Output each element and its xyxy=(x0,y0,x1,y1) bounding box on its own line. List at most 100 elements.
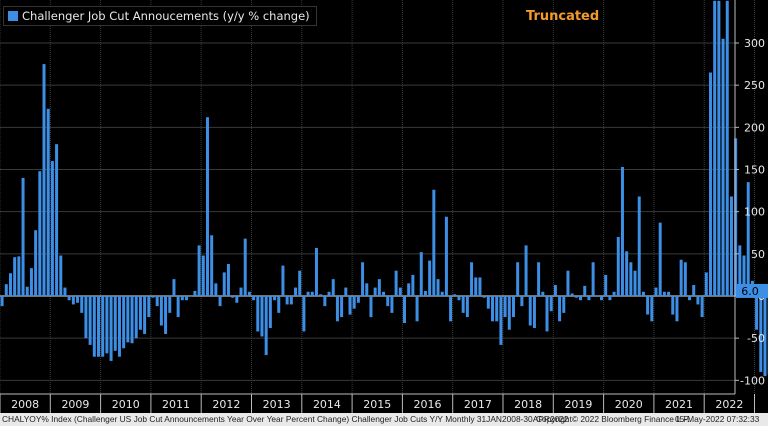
legend-label: Challenger Job Cut Annoucements (y/y % c… xyxy=(22,9,310,23)
bar xyxy=(403,296,406,323)
y-tick-label: 200 xyxy=(744,121,765,134)
bar xyxy=(440,291,444,296)
bar xyxy=(436,279,440,296)
bar xyxy=(449,296,453,322)
bar xyxy=(755,296,759,330)
bar xyxy=(134,296,138,339)
bar xyxy=(239,287,243,296)
bar xyxy=(671,296,675,315)
bar xyxy=(528,296,532,326)
bar xyxy=(231,296,235,298)
bar xyxy=(0,296,4,307)
bar xyxy=(344,287,348,296)
bar xyxy=(97,296,100,357)
y-tick-labels: -100-50050100150200250300 xyxy=(735,37,765,387)
bar xyxy=(247,291,251,296)
bar xyxy=(721,38,725,297)
bar xyxy=(411,274,415,296)
x-tick-label: 2016 xyxy=(414,398,442,411)
last-value-label: 6.0 xyxy=(741,285,759,298)
bar xyxy=(76,296,80,303)
legend: Challenger Job Cut Annoucements (y/y % c… xyxy=(3,6,317,26)
bar xyxy=(369,296,373,318)
bar xyxy=(55,144,59,296)
bar xyxy=(323,296,327,307)
bar xyxy=(537,262,541,296)
bar xyxy=(168,296,172,313)
bar xyxy=(365,283,369,296)
bar xyxy=(579,296,583,301)
bar xyxy=(587,296,591,301)
bar xyxy=(503,296,507,318)
bar xyxy=(298,270,302,296)
bar xyxy=(273,296,277,301)
bar xyxy=(595,295,599,296)
bar xyxy=(444,216,448,296)
footer-series-description: CHALYOY% Index (Challenger US Job Cut An… xyxy=(2,414,569,424)
x-tick-label: 2008 xyxy=(11,398,39,411)
bar xyxy=(390,296,394,313)
bar xyxy=(63,287,67,296)
last-value-box xyxy=(736,283,768,298)
bar xyxy=(109,296,113,361)
bar xyxy=(281,265,285,296)
y-tick-label: 50 xyxy=(751,248,765,261)
bar xyxy=(692,285,696,296)
x-tick-label: 2022 xyxy=(715,398,743,411)
bar xyxy=(591,262,595,296)
bar xyxy=(658,222,662,296)
bar xyxy=(222,272,226,296)
bar xyxy=(654,287,658,296)
bar xyxy=(746,182,750,296)
bar xyxy=(499,296,503,345)
bar xyxy=(486,296,490,309)
bar xyxy=(629,262,633,296)
bar xyxy=(285,296,289,305)
bar xyxy=(331,279,335,296)
bar xyxy=(218,296,222,307)
bar xyxy=(67,296,71,301)
bar xyxy=(92,296,96,357)
x-tick-label: 2012 xyxy=(212,398,240,411)
bar xyxy=(608,296,612,301)
bar xyxy=(214,283,218,296)
bar xyxy=(88,296,92,345)
bar xyxy=(197,245,201,296)
bar xyxy=(243,238,247,296)
bar xyxy=(482,296,486,298)
bar xyxy=(495,296,499,322)
x-tick-label: 2017 xyxy=(464,398,492,411)
bar xyxy=(126,296,130,343)
bar xyxy=(84,296,88,339)
bar xyxy=(80,296,84,313)
bar xyxy=(432,189,436,296)
bar xyxy=(21,177,25,296)
bar xyxy=(327,291,331,296)
bar xyxy=(42,64,46,296)
bar xyxy=(264,296,268,356)
bar xyxy=(356,296,360,303)
bar xyxy=(549,296,553,312)
truncated-annotation: Truncated xyxy=(526,9,600,24)
bar xyxy=(688,296,692,301)
bar xyxy=(478,277,482,296)
bar xyxy=(13,257,17,296)
bar xyxy=(541,291,545,296)
bar xyxy=(562,296,566,313)
bar xyxy=(373,287,377,296)
bar xyxy=(310,291,314,296)
bar xyxy=(474,277,478,296)
bar xyxy=(105,296,109,354)
bar xyxy=(667,291,671,296)
x-tick-label: 2010 xyxy=(112,398,140,411)
bar xyxy=(252,296,256,301)
bar xyxy=(155,296,159,307)
bar xyxy=(729,196,733,296)
bar xyxy=(713,0,717,296)
bar xyxy=(176,296,180,318)
footer-copyright: Copyright© 2022 Bloomberg Finance L.P. xyxy=(536,414,691,424)
bar xyxy=(34,230,38,296)
bar xyxy=(759,296,763,372)
bar xyxy=(29,268,33,296)
bar xyxy=(193,290,197,296)
